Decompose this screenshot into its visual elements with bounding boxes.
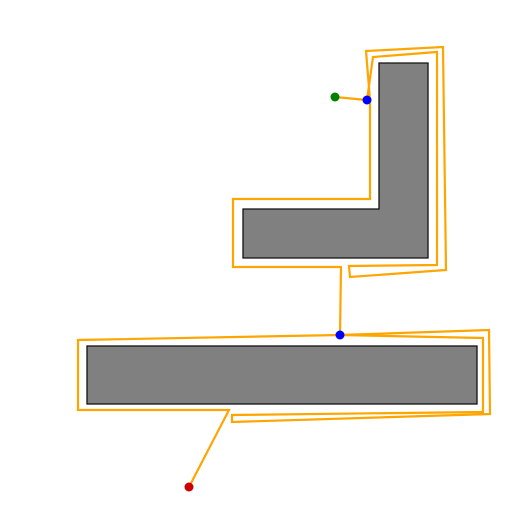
goal-point <box>330 92 340 102</box>
orange-path <box>76 45 492 489</box>
waypoint-upper <box>362 95 372 105</box>
start-point <box>184 482 194 492</box>
bar-obstacle <box>86 345 478 405</box>
waypoint-lower <box>335 330 345 340</box>
l-shaped-obstacle <box>242 62 429 259</box>
